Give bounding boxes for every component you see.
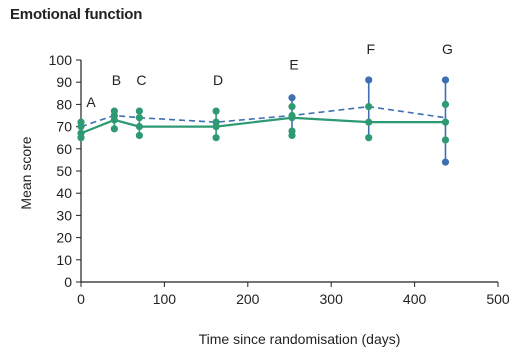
data-point xyxy=(135,107,143,115)
series-lines xyxy=(80,105,446,135)
y-tick-label: 40 xyxy=(56,185,72,201)
timepoint-label: B xyxy=(112,72,121,88)
y-tick-label: 20 xyxy=(56,230,72,246)
timepoint-labels: AB C D E F G xyxy=(86,41,453,110)
timepoint-label: E xyxy=(289,56,298,72)
data-point xyxy=(365,103,373,111)
data-point xyxy=(365,76,373,84)
data-point xyxy=(288,94,296,102)
x-tick-label: 300 xyxy=(320,291,344,307)
series-line-dashed xyxy=(80,105,446,128)
chart-title: Emotional function xyxy=(10,6,143,23)
x-tick-label: 400 xyxy=(403,291,427,307)
data-point xyxy=(110,125,118,133)
timepoint-label: F xyxy=(366,41,375,57)
y-tick-label: 10 xyxy=(56,252,72,268)
data-point xyxy=(365,118,373,126)
data-points xyxy=(77,76,450,166)
y-tick-label: 30 xyxy=(56,207,72,223)
timepoint-label: D xyxy=(213,72,223,88)
axes: 0 10 20 30 40 50 60 70 80 90 100 0 100 200 300 400 500 xyxy=(49,52,510,307)
x-axis-ticks: 0 100 200 300 400 500 xyxy=(77,282,510,307)
x-axis-title: Time since randomisation (days) xyxy=(199,331,401,347)
data-point xyxy=(441,158,450,166)
y-tick-label: 100 xyxy=(49,52,73,68)
y-tick-label: 60 xyxy=(56,141,72,157)
data-point xyxy=(441,76,450,84)
data-point xyxy=(288,131,296,140)
data-point xyxy=(110,116,118,124)
data-point xyxy=(135,131,143,140)
y-tick-label: 70 xyxy=(56,119,72,135)
y-tick-label: 80 xyxy=(56,96,72,112)
data-point xyxy=(77,123,85,131)
x-tick-label: 500 xyxy=(486,291,510,307)
data-point xyxy=(135,114,143,122)
timepoint-label: G xyxy=(442,41,453,57)
data-point xyxy=(212,123,220,131)
x-tick-label: 100 xyxy=(153,291,177,307)
data-point xyxy=(441,136,450,144)
y-tick-label: 50 xyxy=(56,163,72,179)
y-axis-ticks: 0 10 20 30 40 50 60 70 80 90 100 xyxy=(49,52,81,290)
y-tick-label: 90 xyxy=(56,74,72,90)
series-line-solid xyxy=(80,116,446,135)
data-point xyxy=(365,134,373,142)
data-point xyxy=(288,114,296,122)
y-tick-label: 0 xyxy=(64,274,72,290)
data-point xyxy=(288,103,296,111)
data-point xyxy=(441,118,450,126)
data-point xyxy=(441,100,450,108)
data-point xyxy=(212,134,220,142)
x-tick-label: 0 xyxy=(77,291,85,307)
timepoint-label: A xyxy=(86,94,96,110)
data-point xyxy=(212,107,220,115)
x-tick-label: 200 xyxy=(236,291,260,307)
data-point xyxy=(77,134,85,142)
data-point xyxy=(135,123,143,131)
y-axis-title: Mean score xyxy=(18,136,34,209)
timepoint-label: C xyxy=(136,72,146,88)
